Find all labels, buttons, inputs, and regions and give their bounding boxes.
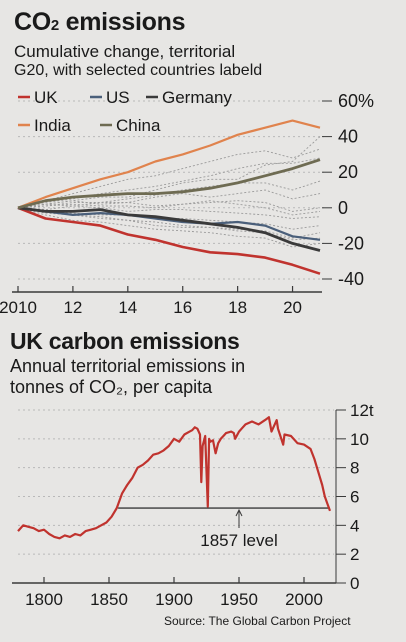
g20-country-line	[17, 207, 321, 239]
x-tick-label: 1900	[155, 590, 193, 609]
source-note: Source: The Global Carbon Project	[164, 614, 351, 628]
x-tick-label: 2010	[0, 298, 37, 317]
legend-label-india: India	[34, 116, 71, 135]
x-tick-label: 1800	[25, 590, 63, 609]
g20-country-line	[17, 136, 321, 209]
series-line-germany	[17, 206, 321, 252]
g20-country-line	[17, 189, 321, 209]
y-tick-label: 0	[350, 574, 359, 593]
series-line-china	[17, 158, 321, 210]
y-tick-label: -20	[338, 233, 364, 253]
y-tick-label: 60%	[338, 91, 374, 111]
x-tick-label: 18	[228, 298, 247, 317]
legend-label-uk: UK	[34, 88, 58, 107]
y-tick-label: -40	[338, 269, 364, 289]
co2-title: CO2 emissions	[14, 8, 186, 36]
series-line-uk	[17, 206, 321, 275]
y-tick-label: 12t	[350, 401, 374, 420]
x-tick-label: 1850	[90, 590, 128, 609]
g20-country-line	[17, 205, 321, 219]
series-line-india	[17, 119, 321, 209]
y-tick-label: 0	[338, 198, 348, 218]
y-tick-label: 2	[350, 545, 359, 564]
g20-country-line	[17, 200, 321, 212]
reference-label: 1857 level	[200, 531, 278, 550]
g20-cumulative-chart: -40 -20 0 20 40 60% 2010 12 14 16 18 20 UK US Germany I…	[0, 88, 374, 317]
y-tick-label: 6	[350, 488, 359, 507]
y-tick-label: 40	[338, 127, 358, 147]
x-tick-label: 16	[173, 298, 192, 317]
x-tick-label: 1950	[220, 590, 258, 609]
g20-country-line	[17, 207, 321, 230]
y-tick-label: 4	[350, 516, 359, 535]
legend-label-germany: Germany	[162, 88, 232, 107]
x-tick-label: 2000	[285, 590, 323, 609]
y-tick-label: 8	[350, 459, 359, 478]
reference-arrowhead	[235, 508, 243, 517]
legend-label-us: US	[106, 88, 130, 107]
x-tick-label: 12	[63, 298, 82, 317]
g20-country-line	[17, 157, 321, 209]
co2-subtitle-line2: G20, with selected countries labeld	[14, 62, 263, 79]
uk-subtitle-line1: Annual territorial emissions in	[10, 356, 246, 376]
series-line-us	[17, 206, 321, 241]
y-tick-label: 20	[338, 162, 358, 182]
x-tick-label: 14	[118, 298, 137, 317]
uk-subtitle: Annual territorial emissions in tonnes o…	[10, 356, 310, 398]
co2-subtitle-line1: Cumulative change, territorial	[14, 42, 236, 61]
uk-subtitle-line2: tonnes of CO₂, per capita	[10, 377, 213, 397]
g20-country-line	[17, 200, 321, 216]
g20-country-line	[17, 207, 321, 248]
x-tick-label: 20	[283, 298, 302, 317]
uk-title: UK carbon emissions	[10, 328, 240, 354]
y-tick-label: 10	[350, 430, 369, 449]
legend-label-china: China	[116, 116, 161, 135]
uk-per-capita-line	[17, 416, 332, 540]
